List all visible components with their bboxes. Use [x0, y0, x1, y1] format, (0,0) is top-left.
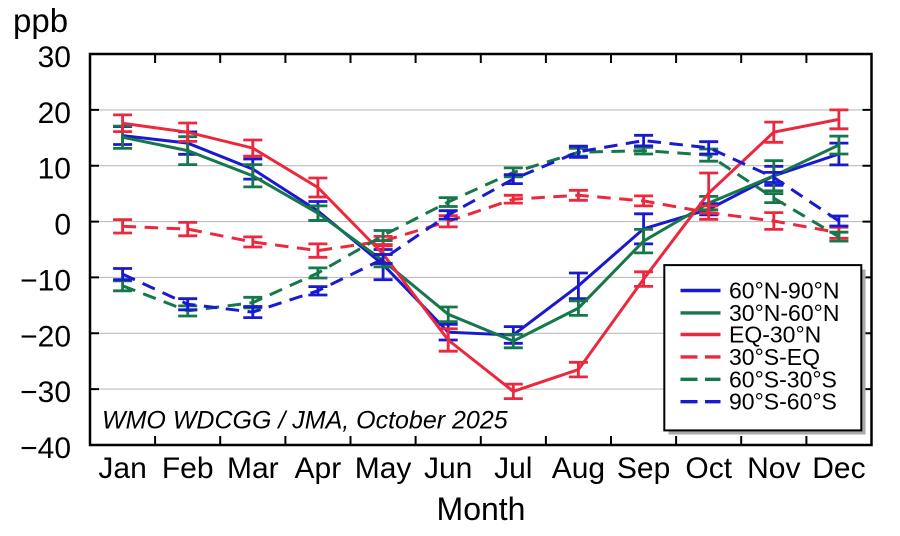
svg-text:Oct: Oct — [685, 452, 732, 485]
svg-text:WMO WDCGG / JMA, October 2025: WMO WDCGG / JMA, October 2025 — [102, 407, 508, 435]
svg-text:May: May — [355, 452, 412, 485]
svg-text:ppb: ppb — [13, 2, 68, 39]
svg-text:10: 10 — [38, 153, 71, 186]
svg-text:60°S-30°S: 60°S-30°S — [729, 366, 837, 392]
svg-text:Feb: Feb — [162, 452, 214, 485]
svg-text:60°N-90°N: 60°N-90°N — [729, 278, 839, 304]
svg-text:90°S-60°S: 90°S-60°S — [729, 389, 837, 415]
svg-text:Aug: Aug — [552, 452, 605, 485]
svg-text:Jan: Jan — [98, 452, 146, 485]
svg-text:30°N-60°N: 30°N-60°N — [729, 300, 839, 326]
svg-text:−20: −20 — [20, 320, 71, 353]
svg-text:Dec: Dec — [812, 452, 865, 485]
svg-text:20: 20 — [38, 97, 71, 130]
svg-text:−30: −30 — [20, 376, 71, 409]
svg-text:Jun: Jun — [424, 452, 472, 485]
svg-text:Jul: Jul — [494, 452, 532, 485]
svg-text:Mar: Mar — [227, 452, 279, 485]
svg-text:30°S-EQ: 30°S-EQ — [729, 344, 820, 370]
svg-text:−10: −10 — [20, 264, 71, 297]
svg-text:0: 0 — [54, 209, 71, 242]
svg-text:Month: Month — [437, 491, 526, 527]
svg-text:Sep: Sep — [617, 452, 670, 485]
svg-text:−40: −40 — [20, 432, 71, 465]
svg-text:Nov: Nov — [747, 452, 800, 485]
svg-text:30: 30 — [38, 41, 71, 74]
svg-text:Apr: Apr — [295, 452, 342, 485]
svg-text:EQ-30°N: EQ-30°N — [729, 322, 821, 348]
